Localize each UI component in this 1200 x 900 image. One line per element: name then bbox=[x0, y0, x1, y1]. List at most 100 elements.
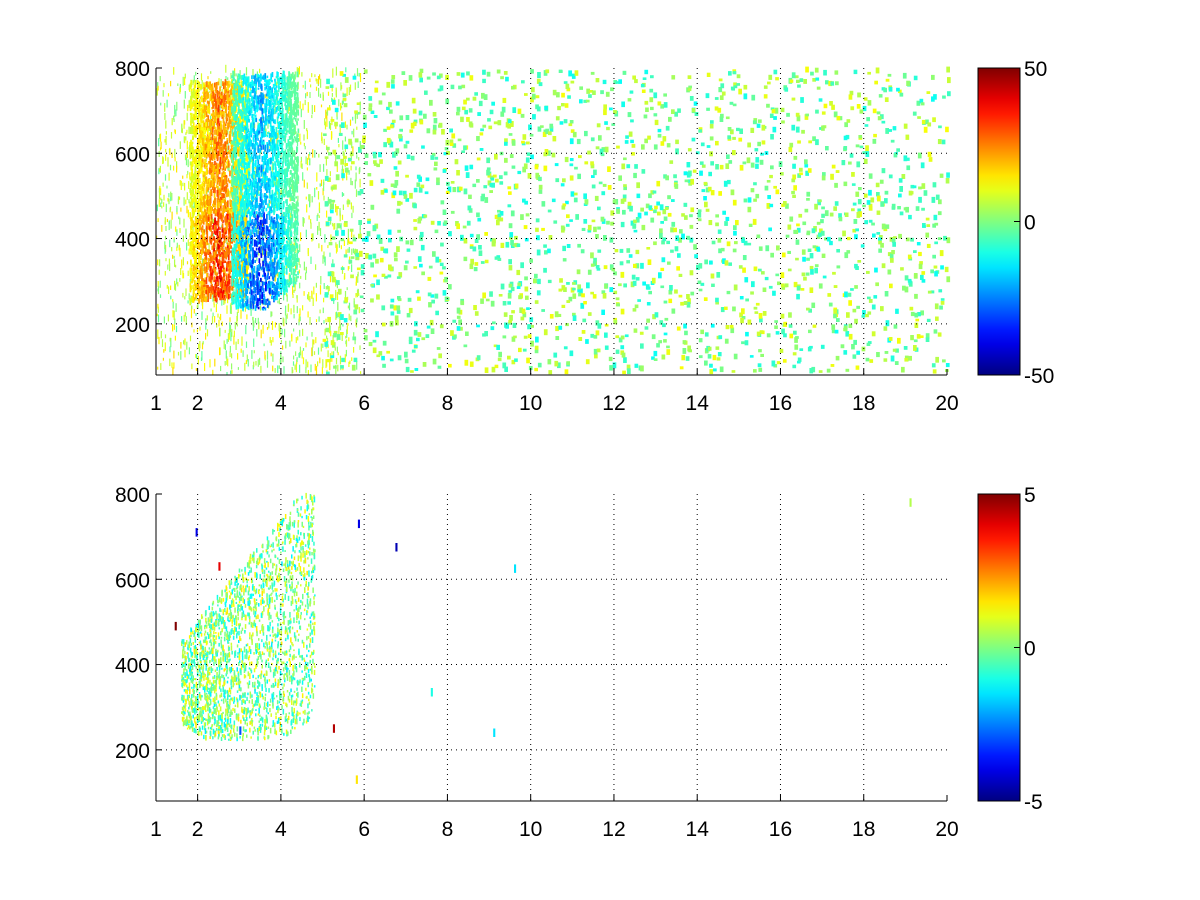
heatmap-cell bbox=[217, 150, 220, 156]
heatmap-cell bbox=[253, 223, 255, 229]
heatmap-cell bbox=[196, 142, 199, 147]
heatmap-cell bbox=[216, 282, 219, 286]
heatmap-cell bbox=[210, 92, 213, 96]
heatmap-cell bbox=[191, 129, 193, 134]
heatmap-cell bbox=[276, 268, 278, 274]
heatmap-cell bbox=[195, 114, 198, 118]
heatmap-cell bbox=[269, 220, 272, 226]
heatmap-cell bbox=[313, 339, 315, 345]
heatmap-cell bbox=[328, 327, 331, 334]
heatmap-cell bbox=[259, 140, 261, 147]
heatmap-cell bbox=[228, 242, 231, 246]
heatmap-cell bbox=[165, 120, 167, 129]
heatmap-cell bbox=[212, 151, 214, 158]
heatmap-cell bbox=[166, 185, 168, 189]
heatmap-cell bbox=[237, 232, 240, 240]
heatmap-cell bbox=[311, 347, 313, 357]
heatmap-cell bbox=[349, 360, 351, 364]
heatmap-cell bbox=[214, 187, 216, 194]
heatmap-cell bbox=[161, 339, 164, 348]
heatmap-cell bbox=[191, 117, 193, 123]
heatmap-cell bbox=[235, 151, 238, 158]
heatmap-cell bbox=[202, 177, 205, 181]
heatmap-cell bbox=[263, 194, 266, 198]
heatmap-cell bbox=[278, 264, 281, 270]
heatmap-cell bbox=[206, 207, 209, 211]
heatmap-cell bbox=[164, 103, 166, 112]
heatmap-cell bbox=[299, 244, 301, 252]
heatmap-cell bbox=[233, 114, 235, 121]
heatmap-cell bbox=[354, 82, 356, 90]
heatmap-cell bbox=[218, 122, 221, 129]
heatmap-cell bbox=[194, 161, 197, 169]
heatmap-cell bbox=[192, 136, 194, 141]
heatmap-cell bbox=[180, 351, 182, 360]
heatmap-cell bbox=[234, 244, 237, 250]
heatmap-cell bbox=[296, 82, 299, 86]
heatmap-cell bbox=[347, 228, 349, 238]
heatmap-cell bbox=[225, 113, 227, 119]
heatmap-cell bbox=[205, 95, 207, 101]
heatmap-cell bbox=[223, 129, 225, 135]
heatmap-cell bbox=[226, 338, 228, 344]
heatmap-cell bbox=[160, 102, 162, 106]
heatmap-cell bbox=[283, 366, 285, 374]
heatmap-cell bbox=[246, 282, 248, 288]
heatmap-cell bbox=[348, 361, 350, 367]
heatmap-cell bbox=[174, 148, 176, 158]
heatmap-cell bbox=[200, 114, 203, 119]
heatmap-cell bbox=[226, 290, 229, 295]
heatmap-cell bbox=[201, 95, 203, 102]
heatmap-cell bbox=[259, 357, 261, 365]
heatmap-cell bbox=[260, 171, 263, 177]
heatmap-cell bbox=[199, 112, 202, 119]
heatmap-cell bbox=[208, 101, 210, 107]
heatmap-cell bbox=[347, 305, 349, 309]
heatmap-cell bbox=[214, 267, 217, 270]
heatmap-cell bbox=[237, 205, 239, 212]
heatmap-cell bbox=[221, 175, 223, 181]
heatmap-cell bbox=[205, 242, 208, 246]
heatmap-cell bbox=[204, 194, 206, 199]
heatmap-cell bbox=[206, 106, 209, 114]
heatmap-cell bbox=[309, 158, 311, 166]
heatmap-cell bbox=[183, 340, 185, 345]
heatmap-cell bbox=[326, 359, 328, 367]
heatmap-cell bbox=[262, 324, 264, 334]
heatmap-cell bbox=[222, 193, 224, 201]
heatmap-cell bbox=[240, 77, 242, 83]
heatmap-cell bbox=[259, 230, 261, 234]
heatmap-cell bbox=[218, 179, 221, 187]
heatmap-cell bbox=[234, 110, 237, 113]
heatmap-cell bbox=[288, 72, 291, 79]
heatmap-cell bbox=[225, 256, 227, 260]
heatmap-cell bbox=[185, 157, 188, 166]
heatmap-cell bbox=[293, 289, 295, 293]
heatmap-cell bbox=[220, 186, 223, 192]
heatmap-cell bbox=[184, 349, 186, 358]
heatmap-cell bbox=[214, 135, 216, 140]
heatmap-cell bbox=[201, 311, 203, 320]
heatmap-cell bbox=[176, 278, 178, 285]
heatmap-cell bbox=[190, 191, 192, 195]
heatmap-cell bbox=[242, 232, 245, 236]
heatmap-cell bbox=[191, 363, 193, 370]
heatmap-cell bbox=[213, 251, 216, 259]
heatmap-cell bbox=[205, 232, 208, 235]
heatmap-cell bbox=[216, 209, 219, 214]
heatmap-cell bbox=[236, 106, 238, 112]
heatmap-cell bbox=[217, 186, 219, 191]
heatmap-cell bbox=[270, 340, 272, 346]
heatmap-cell bbox=[237, 180, 240, 187]
heatmap-cell bbox=[197, 254, 200, 259]
heatmap-cell bbox=[204, 171, 206, 176]
heatmap-cell bbox=[344, 273, 346, 279]
heatmap-cell bbox=[227, 297, 229, 304]
heatmap-cell bbox=[206, 194, 209, 202]
heatmap-cell bbox=[214, 151, 217, 158]
heatmap-cell bbox=[282, 86, 285, 93]
heatmap-cell bbox=[204, 252, 206, 257]
heatmap-cell bbox=[210, 152, 213, 160]
heatmap-cell bbox=[333, 271, 335, 279]
heatmap-cell bbox=[314, 150, 316, 158]
